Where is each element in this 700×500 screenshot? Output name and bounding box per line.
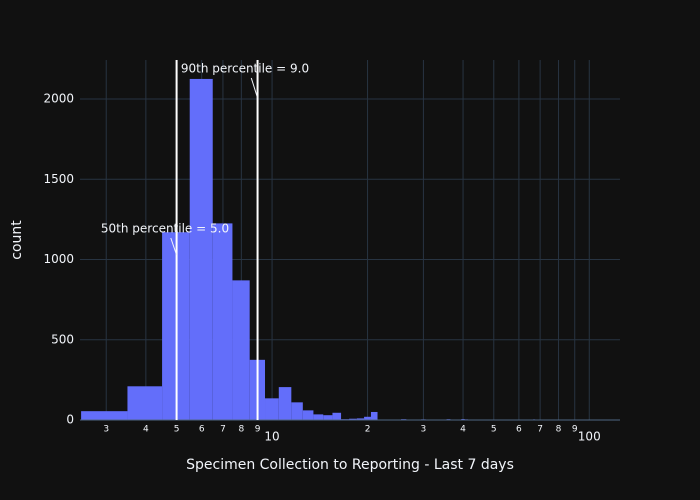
bar xyxy=(313,414,324,420)
y-tick-label: 2000 xyxy=(43,92,74,106)
bar xyxy=(189,78,213,420)
y-tick-label: 0 xyxy=(66,413,74,427)
bar xyxy=(323,415,333,420)
bar xyxy=(265,398,279,420)
x-tick-label: 9 xyxy=(255,425,261,435)
bar xyxy=(332,412,342,420)
y-tick-label: 1500 xyxy=(43,172,74,186)
x-tick-label: 4 xyxy=(460,425,466,435)
x-tick-label: 7 xyxy=(220,425,226,435)
bar xyxy=(302,410,314,420)
x-tick-label: 4 xyxy=(143,425,149,435)
annotation-arrow xyxy=(170,237,178,256)
x-tick-label: 10 xyxy=(264,430,279,444)
annotation-arrow xyxy=(250,77,259,99)
bar xyxy=(212,223,233,420)
x-tick-label: 2 xyxy=(365,425,371,435)
bar xyxy=(364,416,371,420)
x-tick-label: 3 xyxy=(421,425,427,435)
x-tick-label: 8 xyxy=(238,425,244,435)
annotation: 50th percentile = 5.0 xyxy=(101,222,229,236)
bar xyxy=(127,386,163,420)
bar xyxy=(356,418,365,420)
bar xyxy=(291,402,303,420)
x-tick-label: 8 xyxy=(556,425,562,435)
annotation: 90th percentile = 9.0 xyxy=(181,62,309,76)
bar xyxy=(81,411,128,420)
bar xyxy=(232,280,250,420)
x-tick-label: 9 xyxy=(572,425,578,435)
bar xyxy=(370,411,378,420)
x-tick-label: 7 xyxy=(537,425,543,435)
y-tick-label: 1000 xyxy=(43,252,74,266)
x-tick-label: 3 xyxy=(103,425,109,435)
x-tick-label: 5 xyxy=(174,425,180,435)
x-tick-label: 100 xyxy=(578,430,601,444)
y-tick-label: 500 xyxy=(51,332,74,346)
x-tick-label: 5 xyxy=(491,425,497,435)
x-axis-label: Specimen Collection to Reporting - Last … xyxy=(186,457,514,473)
x-tick-label: 6 xyxy=(516,425,522,435)
bar xyxy=(278,387,292,420)
x-tick-label: 6 xyxy=(199,425,205,435)
bar xyxy=(349,418,357,420)
y-axis-label: count xyxy=(9,220,25,260)
